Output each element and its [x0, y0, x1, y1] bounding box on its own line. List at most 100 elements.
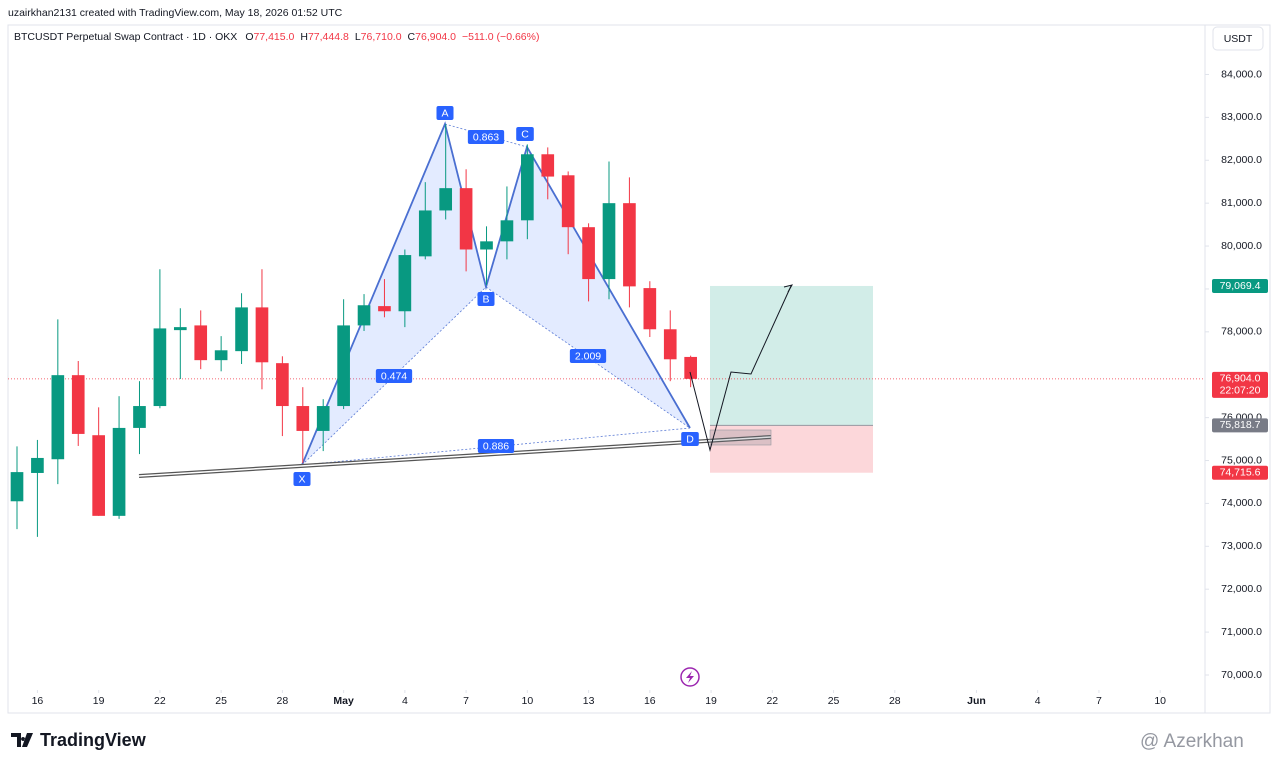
candle-body	[561, 175, 575, 228]
candle-body	[684, 356, 697, 379]
symbol-legend: BTCUSDT Perpetual Swap Contract · 1D · O…	[14, 31, 539, 43]
candle-body	[194, 325, 208, 361]
y-tick-label: 82,000.0	[1221, 154, 1262, 166]
candle-body	[173, 327, 187, 331]
candle-body	[235, 307, 248, 352]
x-tick-label: 13	[583, 695, 595, 707]
pattern-ratio-bg	[375, 369, 413, 383]
pattern-point: B	[477, 292, 495, 306]
candle-body	[153, 328, 167, 407]
price-tag-label: 79,069.4	[1220, 280, 1261, 292]
x-tick-label: 16	[644, 695, 656, 707]
candle-body	[378, 306, 391, 312]
pattern-point-bg	[293, 472, 311, 486]
projection-arrow	[783, 284, 794, 293]
price-tag	[1212, 418, 1268, 433]
candle-body	[480, 241, 493, 250]
price-tag-label: 74,715.6	[1220, 467, 1261, 479]
candle-body	[521, 154, 534, 221]
price-tag-label: 75,818.7	[1220, 419, 1261, 431]
pattern-ratio: 0.886	[477, 439, 515, 453]
pattern-dotted	[485, 286, 691, 429]
ohlc-value: 77,444.8	[308, 31, 349, 43]
x-tick-label: May	[333, 695, 354, 707]
pattern-ratio: 0.863	[467, 130, 505, 144]
candle-body	[663, 329, 677, 360]
candle-body	[10, 472, 24, 502]
x-tick-label: 10	[1154, 695, 1166, 707]
x-tick-label: 4	[1035, 695, 1041, 707]
pattern-ratio-text: 2.009	[575, 350, 601, 362]
x-tick-label: 28	[277, 695, 289, 707]
pattern-point-text: B	[482, 293, 489, 305]
change: −511.0 (−0.66%)	[462, 31, 539, 43]
y-tick-label: 75,000.0	[1221, 454, 1262, 466]
pattern-point-text: X	[298, 473, 305, 485]
candle-body	[31, 457, 44, 473]
candle-body	[500, 220, 514, 242]
entry-box	[709, 429, 772, 446]
pattern-ratio-bg	[467, 130, 505, 144]
symbol: BTCUSDT Perpetual Swap Contract · 1D · O…	[14, 31, 237, 43]
candle-body	[316, 406, 330, 431]
pattern-point-bg	[516, 127, 534, 141]
x-tick-label: 19	[705, 695, 717, 707]
x-tick-label: 10	[522, 695, 534, 707]
projection	[689, 285, 792, 452]
y-tick-label: 80,000.0	[1221, 240, 1262, 252]
candle-body	[337, 325, 350, 407]
x-tick-label: 22	[154, 695, 166, 707]
pattern-ratio: 0.474	[375, 369, 413, 383]
candle-body	[582, 227, 595, 280]
currency[interactable]: USDT	[1224, 33, 1253, 45]
y-tick-label: 84,000.0	[1221, 68, 1262, 80]
candle-body	[112, 427, 126, 516]
candle-body	[255, 307, 269, 363]
candle-body	[276, 363, 289, 407]
trend-line-inner	[138, 436, 772, 477]
ohlc-value: 77,415.0	[253, 31, 294, 43]
watermark: @ Azerkhan	[1140, 731, 1244, 752]
stop-zone	[710, 425, 873, 473]
panel-border	[7, 24, 1271, 714]
y-tick-label: 73,000.0	[1221, 540, 1262, 552]
y-tick-label: 72,000.0	[1221, 583, 1262, 595]
candle-body	[51, 375, 65, 460]
pattern-ratio: 2.009	[569, 349, 607, 363]
lightning-icon[interactable]	[680, 667, 700, 687]
x-tick-label: 25	[828, 695, 840, 707]
price-tag	[1212, 371, 1268, 398]
x-tick-label: 19	[93, 695, 105, 707]
candle-body	[357, 305, 371, 326]
pattern-point-bg	[681, 432, 699, 446]
x-tick-label: 16	[32, 695, 44, 707]
ohlc-key: O	[245, 31, 253, 43]
x-tick-label: 22	[766, 695, 778, 707]
price-tag-sub: 22:07:20	[1220, 385, 1261, 397]
y-tick-label: 70,000.0	[1221, 669, 1262, 681]
candle-body	[296, 406, 310, 431]
pattern-point-bg	[477, 292, 495, 306]
x-tick-label: 4	[402, 695, 408, 707]
y-tick-label: 71,000.0	[1221, 626, 1262, 638]
y-tick-label: 74,000.0	[1221, 497, 1262, 509]
pattern-fill	[486, 147, 690, 428]
x-tick-label: 7	[463, 695, 469, 707]
x-tick-label: 28	[889, 695, 901, 707]
candle-body	[623, 203, 636, 287]
pattern-ratio-text: 0.886	[483, 440, 509, 452]
ohlc-value: 76,710.0	[361, 31, 402, 43]
pattern-point: X	[293, 472, 311, 486]
candle-body	[418, 210, 432, 257]
price-tag	[1212, 465, 1268, 480]
candle-body	[459, 188, 473, 250]
currency-button[interactable]	[1212, 26, 1264, 51]
candle-body	[439, 188, 453, 211]
pattern-point: C	[516, 127, 534, 141]
price-tag	[1212, 278, 1268, 293]
price-tag-label: 76,904.0	[1220, 373, 1261, 385]
y-tick-label: 83,000.0	[1221, 111, 1262, 123]
x-tick-label: Jun	[967, 695, 986, 707]
candle-body	[398, 255, 412, 312]
